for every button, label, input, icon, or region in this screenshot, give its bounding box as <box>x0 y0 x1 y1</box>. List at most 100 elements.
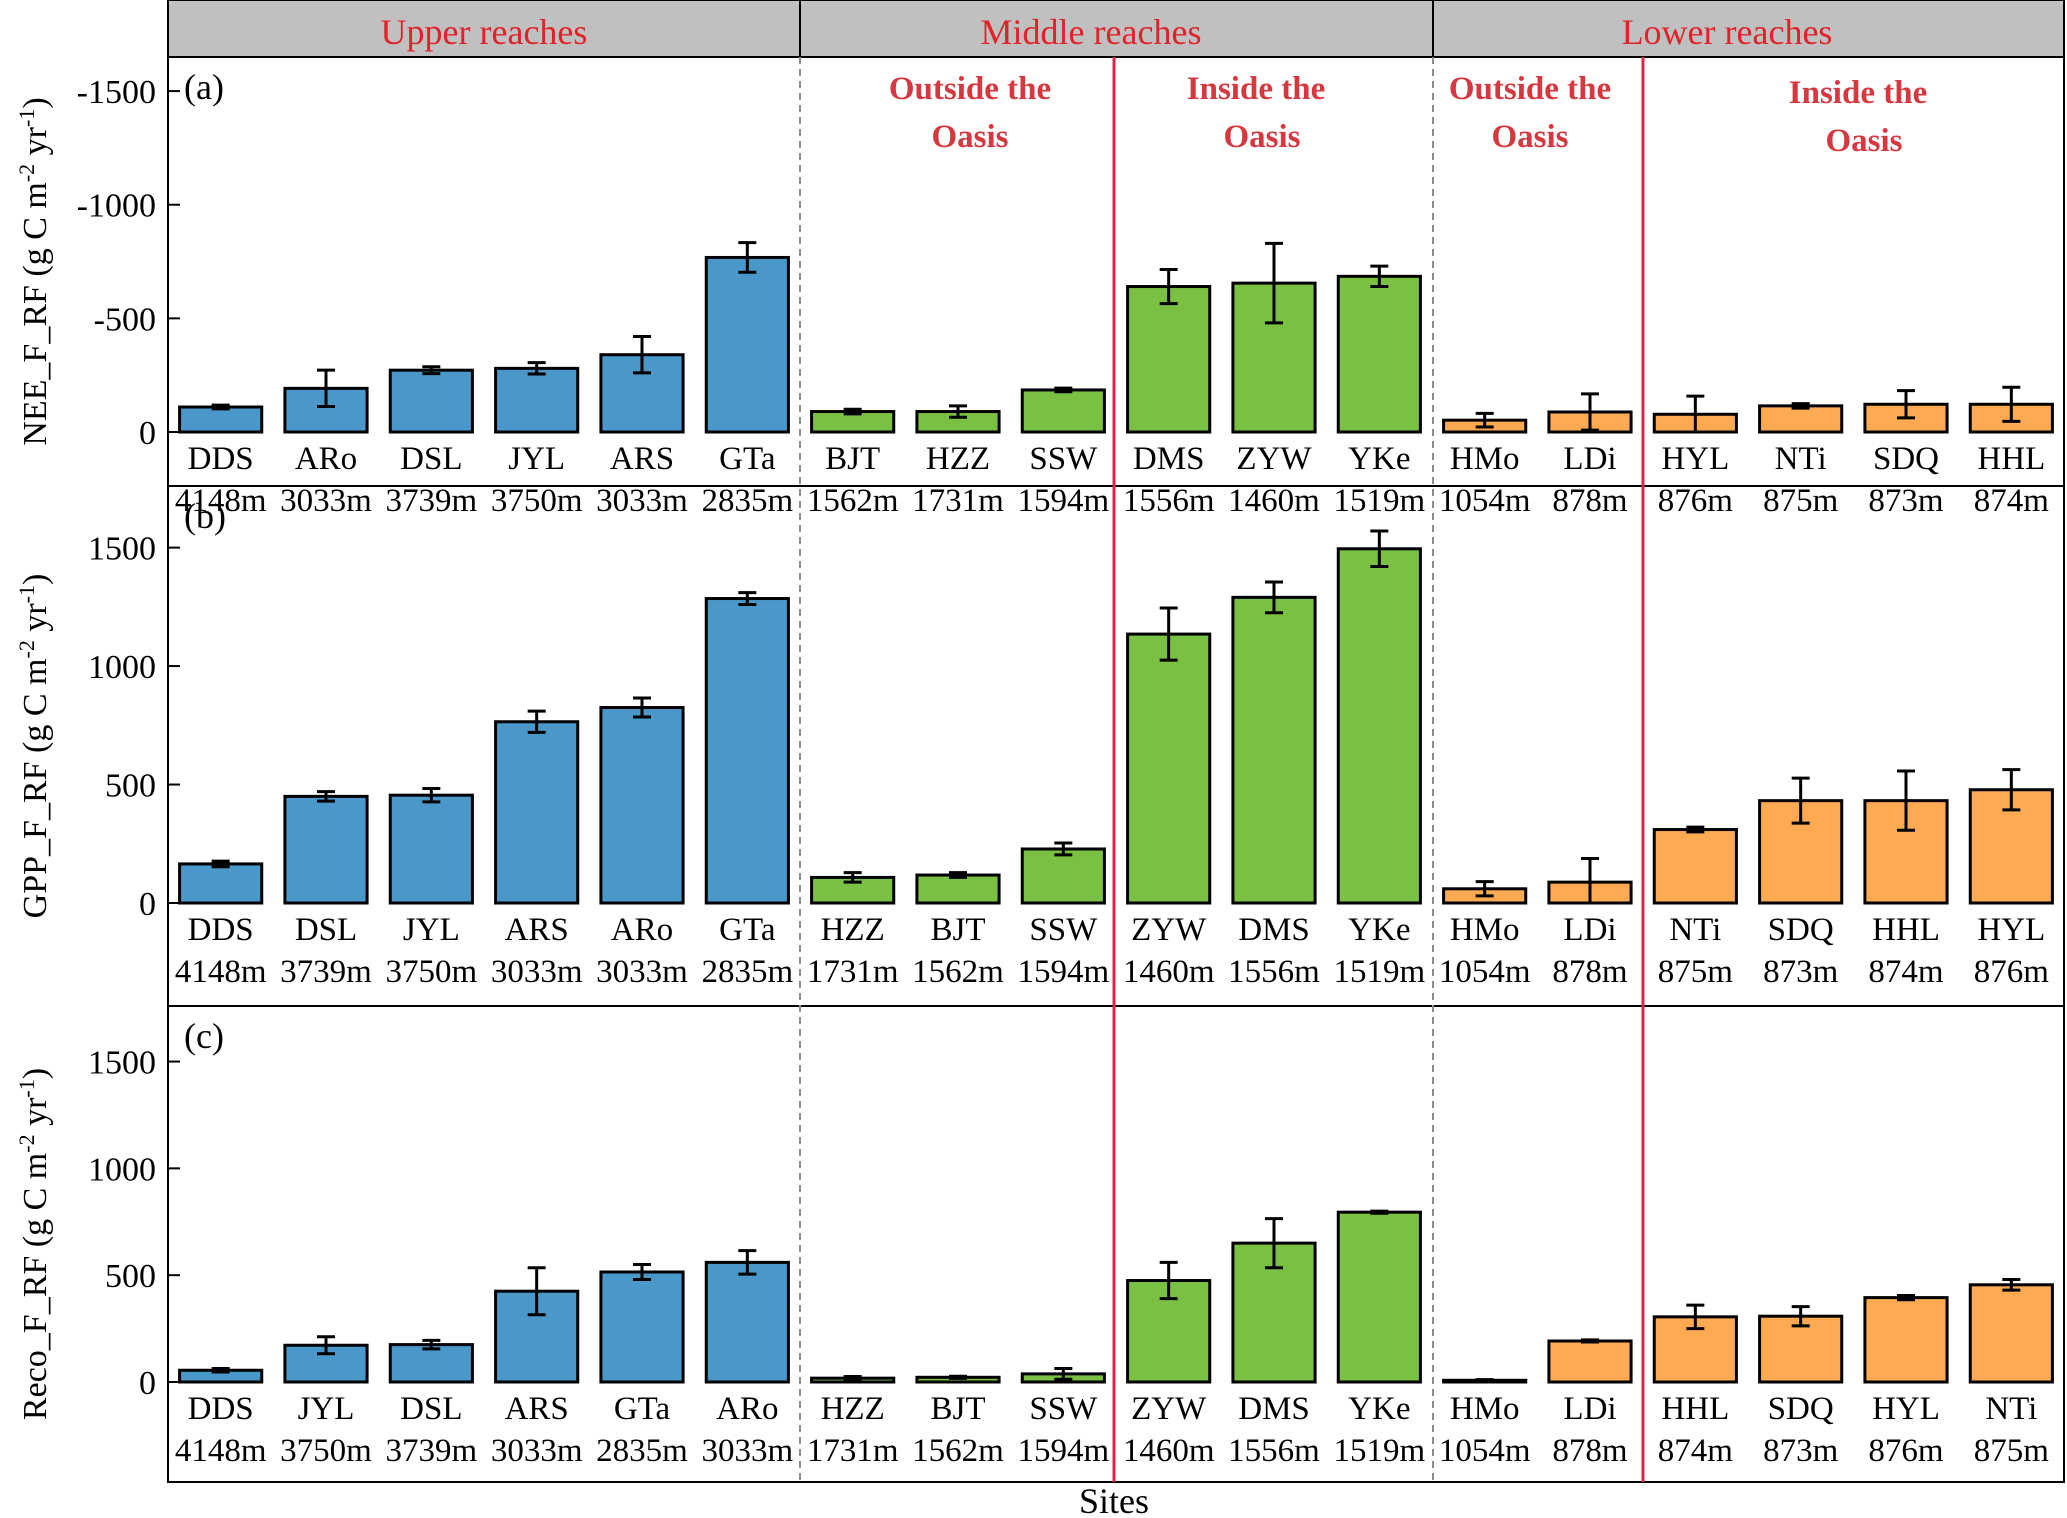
x-tick-label-elevation: 874m <box>1658 1433 1734 1469</box>
x-tick-label-site: HHL <box>1872 912 1940 948</box>
error-bar-HHL <box>1897 769 1915 832</box>
bar-HYL <box>1863 1296 1949 1384</box>
x-tick-label-site: DMS <box>1133 441 1205 477</box>
y-tick-label: -1000 <box>77 188 156 225</box>
x-tick-label-elevation: 1594m <box>1017 954 1109 990</box>
x-tick-label-site: LDi <box>1563 441 1616 477</box>
bar-ARS <box>599 353 685 434</box>
error-bar-ZYW <box>1265 241 1283 325</box>
bar-YKe <box>1336 547 1422 905</box>
error-bar-DMS <box>1265 580 1283 615</box>
y-tick-label: 500 <box>105 1258 156 1295</box>
x-tick-label-elevation: 875m <box>1763 483 1839 519</box>
bar-JYL <box>388 793 474 905</box>
x-tick-label-site: ARo <box>716 1391 778 1427</box>
x-tick-label-elevation: 1556m <box>1228 1433 1320 1469</box>
error-bar-ZYW <box>1159 1260 1178 1301</box>
y-axis-label: GPP_F_RF (g C m-2 yr-1) <box>14 574 55 919</box>
bar-YKe <box>1336 1210 1422 1384</box>
error-bar-HZZ <box>949 404 967 419</box>
error-bar-GTa <box>738 591 757 606</box>
x-tick-label-site: SDQ <box>1768 912 1834 948</box>
x-tick-label-elevation: 2835m <box>701 483 793 519</box>
x-tick-label-elevation: 1460m <box>1228 483 1320 519</box>
x-tick-label-site: SDQ <box>1873 441 1939 477</box>
x-tick-label-site: YKe <box>1348 912 1410 948</box>
x-tick-label-site: LDi <box>1563 912 1616 948</box>
error-bar-HMo <box>1475 880 1494 898</box>
bar-GTa <box>704 597 790 905</box>
error-bar-ZYW <box>1159 606 1178 662</box>
error-bar-JYL <box>422 787 441 804</box>
x-tick-label-elevation: 875m <box>1658 954 1734 990</box>
x-tick-label-site: SSW <box>1029 912 1098 948</box>
x-tick-label-site: ZYW <box>1131 912 1207 948</box>
x-tick-label-site: DDS <box>188 1391 254 1427</box>
bar-BJT <box>915 873 1001 905</box>
x-tick-label-site: JYL <box>403 912 460 948</box>
x-tick-label-site: HHL <box>1977 441 2045 477</box>
panels: 0 -500 -1000 -1500 NEE_F_RF (g C m-2 yr-1) (a… <box>14 56 2065 1483</box>
x-tick-label-elevation: 1731m <box>807 1433 899 1469</box>
x-tick-label-elevation: 1562m <box>912 1433 1004 1469</box>
x-tick-label-site: SDQ <box>1768 1391 1834 1427</box>
error-bar-NTi <box>1686 825 1705 834</box>
oasis-labels: Outside the Oasis Inside the Oasis Outsi… <box>889 71 1927 159</box>
oasis-label-middle-inside-1: Inside the <box>1187 71 1325 107</box>
panel-1: 0 -500 -1000 -1500 NEE_F_RF (g C m-2 yr-1) (a… <box>14 56 2065 519</box>
x-tick-label-elevation: 3739m <box>385 1433 477 1469</box>
error-bar-BJT <box>949 1374 967 1380</box>
x-tick-label-elevation: 3033m <box>491 1433 583 1469</box>
bar-DDS <box>178 405 264 434</box>
x-tick-label-site: LDi <box>1563 1391 1616 1427</box>
x-tick-label-site: HMo <box>1450 912 1520 948</box>
bar-GTa <box>599 1270 685 1384</box>
x-tick-label-elevation: 1519m <box>1333 954 1425 990</box>
x-tick-label-elevation: 4148m <box>175 1433 267 1469</box>
x-tick-label-elevation: 878m <box>1552 1433 1628 1469</box>
error-bar-DMS <box>1159 268 1178 306</box>
bar-DDS <box>178 862 264 905</box>
x-tick-label-elevation: 873m <box>1763 1433 1839 1469</box>
y-tick-label: 0 <box>139 1365 156 1402</box>
error-bar-DDS <box>211 1367 230 1374</box>
x-tick-label-elevation: 1556m <box>1228 954 1320 990</box>
bar-ZYW <box>1126 632 1212 905</box>
y-tick-label: 0 <box>139 886 156 923</box>
y-axis-label: Reco_F_RF (g C m-2 yr-1) <box>14 1068 55 1420</box>
y-tick-label: 1500 <box>88 1045 156 1082</box>
y-tick-label: -1500 <box>77 74 156 111</box>
x-tick-label-elevation: 1731m <box>807 954 899 990</box>
oasis-label-middle-outside-1: Outside the <box>889 71 1051 107</box>
x-tick-label-site: GTa <box>719 912 776 948</box>
x-tick-label-site: NTi <box>1669 912 1721 948</box>
error-bar-ARS <box>527 709 546 734</box>
x-tick-label-elevation: 1562m <box>912 954 1004 990</box>
x-tick-label-elevation: 874m <box>1868 954 1944 990</box>
x-tick-label-elevation: 3033m <box>280 483 372 519</box>
error-bar-LDi <box>1581 856 1599 905</box>
x-tick-label-elevation: 3750m <box>491 483 583 519</box>
x-tick-label-site: SSW <box>1029 441 1098 477</box>
error-bar-ARS <box>527 1266 546 1317</box>
x-tick-label-elevation: 1731m <box>912 483 1004 519</box>
error-bar-ARo <box>738 1249 757 1276</box>
y-tick-label: 0 <box>139 415 156 452</box>
oasis-label-middle-inside-2: Oasis <box>1223 119 1300 155</box>
error-bar-BJT <box>843 407 862 416</box>
error-bar-GTa <box>633 1263 651 1281</box>
y-tick-label: 500 <box>105 768 156 805</box>
x-tick-label-site: ARo <box>611 912 673 948</box>
error-bar-LDi <box>1581 1338 1599 1344</box>
x-tick-label-site: GTa <box>719 441 776 477</box>
error-bar-SSW <box>1054 386 1073 394</box>
bar-LDi <box>1547 1339 1633 1384</box>
region-header: Upper reaches Middle reaches Lower reach… <box>167 0 2065 58</box>
bar-ARo <box>599 706 685 905</box>
x-tick-label-site: HYL <box>1661 441 1729 477</box>
x-tick-label-site: DSL <box>400 1391 462 1427</box>
x-tick-label-site: HYL <box>1977 912 2045 948</box>
y-tick-label: 1000 <box>88 1151 156 1188</box>
oasis-label-middle-outside-2: Oasis <box>931 119 1008 155</box>
bar-ARS <box>494 720 580 905</box>
